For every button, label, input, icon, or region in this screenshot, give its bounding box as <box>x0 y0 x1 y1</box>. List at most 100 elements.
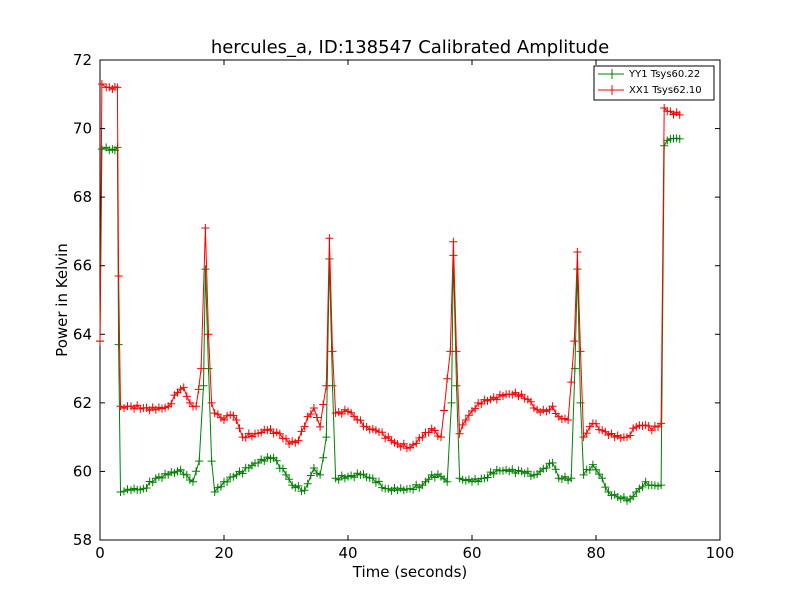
data-point-marker <box>588 460 597 469</box>
data-point-marker <box>337 409 346 418</box>
data-point-marker <box>548 458 557 467</box>
data-point-marker <box>232 416 241 424</box>
data-point-marker <box>378 428 387 437</box>
data-point-marker <box>189 477 197 486</box>
data-point-marker <box>176 465 185 474</box>
data-point-marker <box>576 347 585 356</box>
data-point-marker <box>598 474 607 483</box>
data-point-marker <box>657 419 666 428</box>
x-tick-label: 100 <box>706 544 735 562</box>
data-point-marker <box>204 364 213 373</box>
data-point-marker <box>309 404 318 412</box>
data-point-marker <box>319 453 328 462</box>
data-point-marker <box>461 416 470 424</box>
data-point-marker <box>567 474 576 483</box>
data-point-marker <box>167 399 176 408</box>
y-axis-label: Power in Kelvin <box>53 243 71 357</box>
data-point-marker <box>142 484 151 492</box>
data-point-marker <box>328 347 337 356</box>
data-point-marker <box>275 429 284 438</box>
plot-area: 0 20 40 60 80 100 58 60 62 64 66 68 70 72 <box>73 51 734 562</box>
data-point-marker <box>123 485 132 494</box>
data-point-marker <box>464 411 473 420</box>
legend-label-xx1: XX1 Tsys62.10 <box>629 85 702 96</box>
data-point-marker <box>182 392 191 401</box>
data-point-marker <box>437 433 445 442</box>
data-point-marker <box>120 487 128 496</box>
chart-title: hercules_a, ID:138547 Calibrated Amplitu… <box>211 37 609 58</box>
data-point-marker <box>282 470 290 479</box>
data-point-marker <box>116 488 125 496</box>
data-point-marker <box>319 400 328 409</box>
data-point-marker <box>399 439 408 448</box>
legend-box <box>593 65 715 101</box>
x-tick-label: 60 <box>462 544 481 562</box>
data-point-marker <box>334 475 343 484</box>
data-point-marker <box>564 416 573 424</box>
data-point-marker <box>675 134 684 143</box>
data-point-marker <box>158 474 166 482</box>
data-point-marker <box>294 481 303 490</box>
y-tick-label: 66 <box>73 257 92 275</box>
data-point-marker <box>309 464 318 472</box>
data-point-marker <box>675 110 684 119</box>
data-point-marker <box>210 488 219 496</box>
data-point-marker <box>195 457 204 466</box>
data-point-marker <box>526 397 535 406</box>
data-point-marker <box>492 395 501 404</box>
y-tick-label: 58 <box>73 531 92 549</box>
data-point-marker <box>97 80 106 88</box>
data-point-marker <box>443 374 452 383</box>
data-point-marker <box>120 404 128 413</box>
x-axis-label: Time (seconds) <box>352 563 468 581</box>
data-point-marker <box>647 426 656 435</box>
data-point-marker <box>447 398 456 407</box>
data-point-marker <box>576 398 585 407</box>
x-tick-label: 40 <box>338 544 357 562</box>
data-point-marker <box>449 237 458 246</box>
y-tick-label: 62 <box>73 394 92 412</box>
series-markers <box>96 134 684 505</box>
data-point-marker <box>458 420 467 429</box>
data-point-marker <box>303 479 312 488</box>
data-point-marker <box>294 436 303 445</box>
data-point-marker <box>551 465 560 474</box>
data-point-marker <box>629 492 638 501</box>
data-point-marker <box>201 224 210 232</box>
data-point-marker <box>657 481 666 490</box>
data-point-marker <box>322 433 331 442</box>
data-point-marker <box>223 477 232 486</box>
y-axis-ticks: 58 60 62 64 66 68 70 72 <box>73 51 720 549</box>
data-point-marker <box>368 474 377 483</box>
data-point-marker <box>573 248 582 256</box>
data-point-marker <box>113 83 122 92</box>
data-point-marker <box>266 425 275 434</box>
data-point-marker <box>570 337 579 346</box>
data-point-marker <box>322 381 331 390</box>
x-axis-ticks: 0 20 40 60 80 100 <box>95 60 734 562</box>
data-point-marker <box>238 469 247 478</box>
data-point-marker <box>471 404 480 413</box>
data-point-marker <box>452 381 461 390</box>
legend: YY1 Tsys60.22 XX1 Tsys62.10 <box>593 65 715 101</box>
data-point-marker <box>194 385 203 394</box>
data-point-marker <box>241 433 250 442</box>
data-point-marker <box>316 422 325 431</box>
data-point-marker <box>567 378 576 387</box>
data-point-marker <box>204 330 213 339</box>
data-point-marker <box>592 465 600 474</box>
x-tick-label: 80 <box>586 544 605 562</box>
data-point-marker <box>489 469 498 478</box>
series-markers <box>96 80 684 453</box>
data-point-marker <box>601 483 610 492</box>
data-point-marker <box>313 413 321 422</box>
legend-marker-yy1 <box>607 69 617 79</box>
data-point-marker <box>455 429 464 438</box>
y-tick-label: 72 <box>73 51 92 69</box>
data-point-marker <box>443 477 452 486</box>
y-tick-label: 60 <box>73 462 92 480</box>
data-point-marker <box>116 402 125 411</box>
data-point-marker <box>285 475 294 484</box>
data-point-marker <box>409 485 418 494</box>
